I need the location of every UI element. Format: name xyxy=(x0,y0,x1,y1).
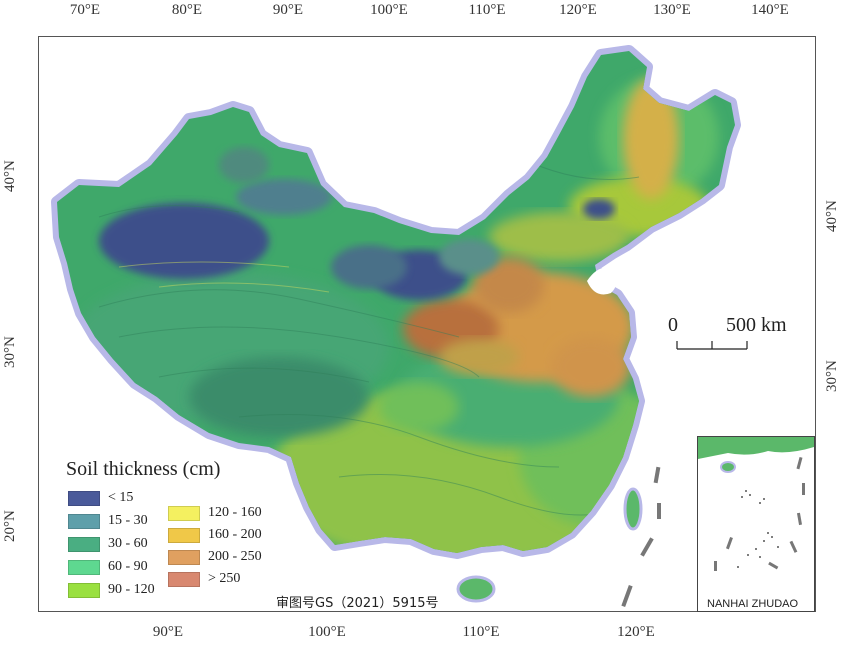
legend-label: 15 - 30 xyxy=(108,513,148,528)
legend-item: < 15 xyxy=(68,490,133,506)
legend-label: 30 - 60 xyxy=(108,536,148,551)
lon-tick-label: 110°E xyxy=(468,2,506,18)
china-soil-thickness-map xyxy=(39,37,748,608)
taiwan-island xyxy=(623,487,643,531)
lon-tick-label: 130°E xyxy=(653,2,691,18)
legend-title: Soil thickness (cm) xyxy=(66,458,221,480)
lon-tick-label: 110°E xyxy=(462,624,500,640)
legend-swatch xyxy=(68,513,100,529)
legend-label: 90 - 120 xyxy=(108,582,155,597)
legend-label: 60 - 90 xyxy=(108,559,148,574)
legend-swatch xyxy=(168,527,200,543)
lon-tick-label: 100°E xyxy=(370,2,408,18)
south-china-sea-inset xyxy=(697,436,815,612)
legend-label: 200 - 250 xyxy=(208,549,262,564)
lat-tick-label: 40°N xyxy=(2,160,18,192)
lon-tick-label: 140°E xyxy=(751,2,789,18)
legend-item: > 250 xyxy=(168,571,240,587)
legend-item: 200 - 250 xyxy=(168,549,262,565)
legend-swatch xyxy=(168,549,200,565)
legend-swatch xyxy=(68,559,100,575)
legend-item: 30 - 60 xyxy=(68,536,148,552)
legend-item: 160 - 200 xyxy=(168,527,262,543)
legend-swatch xyxy=(68,582,100,598)
scale-bar-end-label: 500 km xyxy=(726,314,787,336)
lat-tick-label: 40°N xyxy=(824,200,840,232)
legend-label: 120 - 160 xyxy=(208,505,262,520)
scale-bar-start-label: 0 xyxy=(668,314,678,336)
inset-map xyxy=(698,437,814,571)
legend-label: > 250 xyxy=(208,571,241,586)
hainan-island xyxy=(456,575,496,603)
map-frame xyxy=(38,36,816,612)
legend-swatch xyxy=(168,505,200,521)
lon-tick-label: 80°E xyxy=(171,2,203,18)
legend-swatch xyxy=(68,490,100,506)
lat-tick-label: 20°N xyxy=(2,510,18,542)
bohai-sea xyxy=(587,267,617,295)
legend-item: 120 - 160 xyxy=(168,505,262,521)
lon-tick-label: 100°E xyxy=(308,624,346,640)
lat-tick-label: 30°N xyxy=(2,336,18,368)
scale-bar xyxy=(676,341,748,350)
lon-tick-label: 90°E xyxy=(152,624,184,640)
legend-swatch xyxy=(68,536,100,552)
lon-tick-label: 70°E xyxy=(69,2,101,18)
map-approval-number: 审图号GS（2021）5915号 xyxy=(276,596,439,611)
inset-label: NANHAI ZHUDAO xyxy=(707,598,799,610)
lon-tick-label: 120°E xyxy=(617,624,655,640)
legend-swatch xyxy=(168,571,200,587)
legend-label: < 15 xyxy=(108,490,134,505)
legend-item: 15 - 30 xyxy=(68,513,148,529)
legend-item: 90 - 120 xyxy=(68,582,155,598)
lon-tick-label: 90°E xyxy=(272,2,304,18)
maritime-boundary-dashes xyxy=(621,466,661,608)
lon-tick-label: 120°E xyxy=(559,2,597,18)
legend-label: 160 - 200 xyxy=(208,527,262,542)
lat-tick-label: 30°N xyxy=(824,360,840,392)
legend-item: 60 - 90 xyxy=(68,559,148,575)
